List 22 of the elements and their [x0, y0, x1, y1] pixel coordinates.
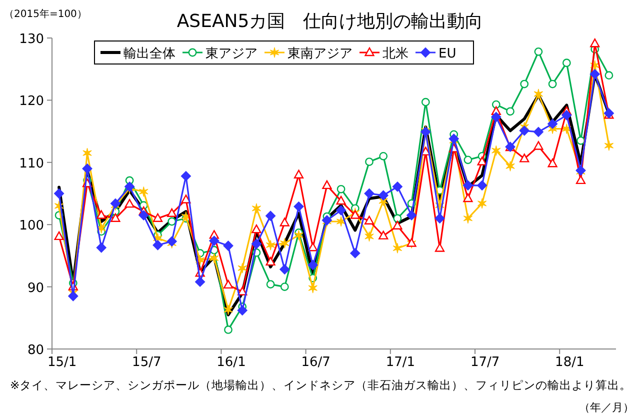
- ytick: 110: [19, 156, 44, 172]
- legend-label: EU: [438, 46, 456, 62]
- legend-label: 東アジア: [206, 46, 258, 62]
- title: ASEAN5カ国 仕向け地別の輸出動向: [176, 11, 484, 32]
- xtick: 15/1: [47, 355, 77, 370]
- xtick: 15/7: [132, 355, 162, 370]
- xtick: 16/1: [216, 355, 246, 370]
- legend-label: 東南アジア: [288, 46, 352, 62]
- ytick: 90: [27, 280, 44, 296]
- xtick: 16/7: [301, 355, 330, 370]
- annotation: ※タイ、マレーシア、シンガポール（地場輸出）、インドネシア（非石油ガス輸出）、フィリピンの輸出より算出。: [10, 378, 632, 392]
- legend-label: 北米: [382, 46, 408, 62]
- xtick: 17/1: [386, 355, 416, 370]
- ytick: 100: [19, 218, 44, 234]
- ytick: 130: [19, 32, 44, 47]
- legend-label: 輸出全体: [124, 46, 176, 62]
- xtick: 17/7: [470, 355, 500, 370]
- xtick: 18/1: [555, 355, 584, 370]
- ytick: 80: [27, 343, 44, 358]
- xlabel: （年／月）: [579, 401, 634, 414]
- ylabel: （2015年=100）: [4, 9, 87, 20]
- ytick: 120: [19, 94, 44, 110]
